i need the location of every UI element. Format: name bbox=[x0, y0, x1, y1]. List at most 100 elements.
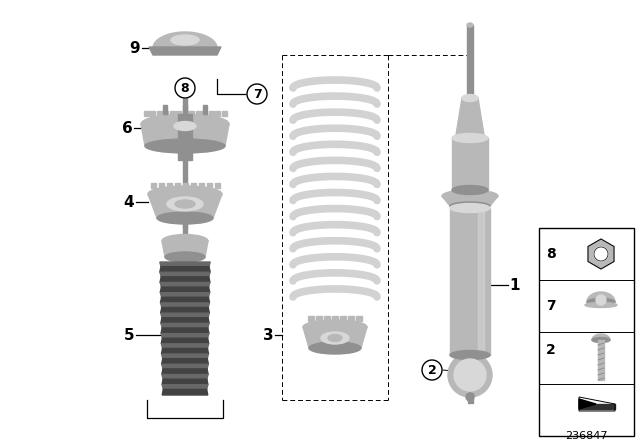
Bar bbox=[203, 105, 207, 114]
Text: 9: 9 bbox=[130, 40, 140, 56]
Polygon shape bbox=[579, 399, 596, 409]
Bar bbox=[214, 183, 220, 188]
Bar bbox=[166, 183, 172, 188]
Bar bbox=[340, 316, 346, 321]
Ellipse shape bbox=[174, 121, 196, 130]
Bar bbox=[143, 111, 148, 116]
Circle shape bbox=[448, 353, 492, 397]
Polygon shape bbox=[161, 307, 209, 313]
Polygon shape bbox=[153, 32, 217, 48]
Text: 6: 6 bbox=[122, 121, 132, 135]
Polygon shape bbox=[592, 334, 610, 340]
Polygon shape bbox=[162, 389, 208, 395]
Polygon shape bbox=[160, 272, 210, 277]
Ellipse shape bbox=[148, 186, 222, 202]
Bar bbox=[348, 316, 354, 321]
Ellipse shape bbox=[328, 335, 342, 341]
Ellipse shape bbox=[462, 95, 478, 102]
Ellipse shape bbox=[452, 134, 488, 142]
Bar bbox=[182, 111, 188, 116]
Ellipse shape bbox=[157, 212, 213, 224]
Bar bbox=[183, 158, 187, 242]
Text: 1: 1 bbox=[509, 277, 520, 293]
Text: 5: 5 bbox=[124, 327, 134, 343]
Ellipse shape bbox=[167, 197, 203, 211]
Bar bbox=[189, 111, 194, 116]
Bar bbox=[467, 393, 472, 403]
Polygon shape bbox=[162, 385, 208, 389]
Polygon shape bbox=[161, 328, 209, 334]
Bar bbox=[598, 340, 604, 380]
Ellipse shape bbox=[303, 320, 367, 334]
Bar bbox=[332, 316, 338, 321]
Ellipse shape bbox=[450, 203, 490, 212]
Polygon shape bbox=[149, 47, 221, 55]
Bar bbox=[183, 210, 187, 228]
Text: 7: 7 bbox=[546, 299, 556, 313]
Polygon shape bbox=[588, 239, 614, 269]
Bar bbox=[209, 111, 214, 116]
Text: 8: 8 bbox=[546, 247, 556, 261]
Bar bbox=[215, 111, 220, 116]
Text: 4: 4 bbox=[124, 194, 134, 210]
Ellipse shape bbox=[452, 185, 488, 194]
Bar bbox=[178, 114, 192, 160]
Polygon shape bbox=[579, 404, 615, 409]
Ellipse shape bbox=[309, 342, 361, 354]
Text: 8: 8 bbox=[180, 82, 189, 95]
Ellipse shape bbox=[585, 302, 617, 307]
Text: 236847: 236847 bbox=[565, 431, 608, 441]
Polygon shape bbox=[160, 287, 210, 293]
Bar bbox=[467, 25, 473, 95]
Bar bbox=[195, 111, 200, 116]
Text: 2: 2 bbox=[428, 363, 436, 376]
Ellipse shape bbox=[442, 190, 498, 202]
Polygon shape bbox=[161, 323, 209, 328]
Bar bbox=[539, 228, 634, 436]
Circle shape bbox=[422, 360, 442, 380]
Polygon shape bbox=[161, 318, 209, 323]
Bar bbox=[150, 183, 156, 188]
Circle shape bbox=[594, 247, 608, 261]
Circle shape bbox=[454, 359, 486, 391]
Ellipse shape bbox=[467, 23, 473, 27]
Polygon shape bbox=[160, 262, 210, 267]
Polygon shape bbox=[161, 349, 209, 354]
Bar bbox=[163, 111, 168, 116]
Polygon shape bbox=[161, 344, 209, 349]
Circle shape bbox=[596, 295, 606, 305]
Bar bbox=[176, 111, 181, 116]
Bar bbox=[157, 111, 161, 116]
Polygon shape bbox=[303, 327, 367, 348]
Bar bbox=[221, 111, 227, 116]
Bar bbox=[150, 111, 155, 116]
Ellipse shape bbox=[141, 114, 229, 134]
Bar bbox=[183, 78, 187, 158]
Bar bbox=[316, 316, 322, 321]
Ellipse shape bbox=[175, 200, 195, 208]
Polygon shape bbox=[161, 313, 209, 318]
Ellipse shape bbox=[450, 350, 490, 359]
Ellipse shape bbox=[171, 35, 199, 45]
Ellipse shape bbox=[321, 332, 349, 344]
Bar bbox=[202, 111, 207, 116]
Bar bbox=[452, 138, 488, 190]
Text: 7: 7 bbox=[253, 87, 261, 100]
Polygon shape bbox=[161, 293, 209, 297]
Ellipse shape bbox=[145, 139, 225, 153]
Polygon shape bbox=[587, 292, 615, 302]
Bar bbox=[182, 183, 188, 188]
Bar bbox=[308, 316, 314, 321]
Circle shape bbox=[247, 84, 267, 104]
Polygon shape bbox=[162, 241, 208, 257]
Bar bbox=[191, 183, 195, 188]
Polygon shape bbox=[161, 334, 209, 338]
Polygon shape bbox=[162, 359, 209, 364]
Polygon shape bbox=[160, 277, 210, 282]
Polygon shape bbox=[161, 297, 209, 303]
Bar bbox=[183, 105, 187, 114]
Bar bbox=[198, 183, 204, 188]
Ellipse shape bbox=[587, 298, 615, 306]
Polygon shape bbox=[162, 379, 208, 385]
Polygon shape bbox=[160, 282, 210, 287]
